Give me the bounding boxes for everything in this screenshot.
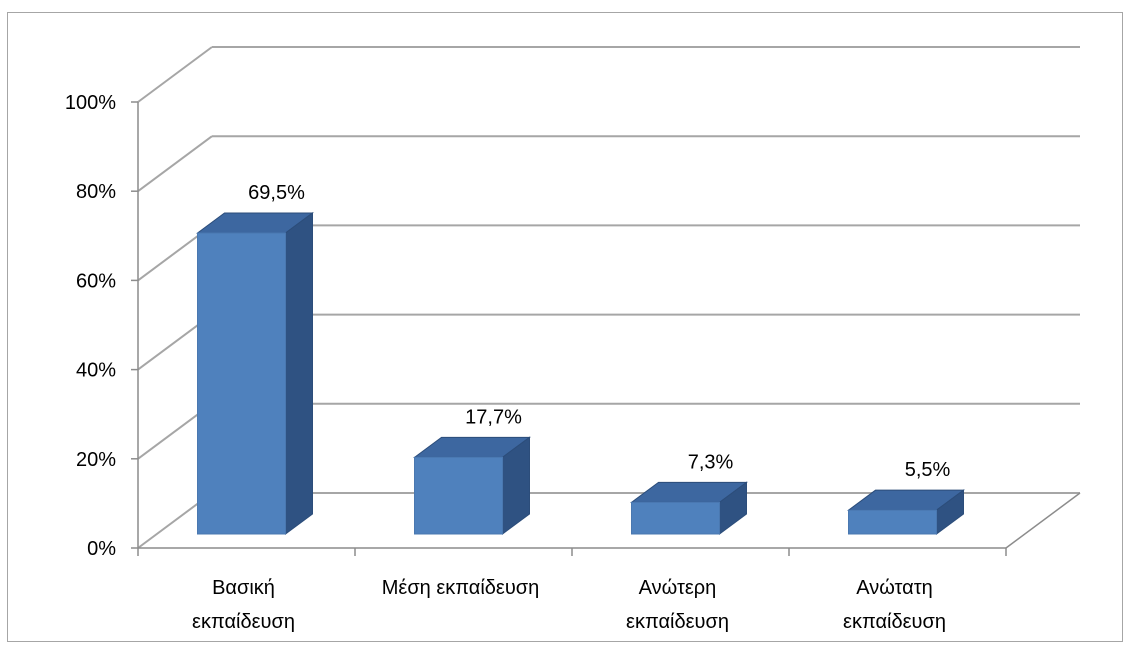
x-tick-label: Βασική — [212, 577, 275, 599]
y-tick-label: 80% — [76, 181, 116, 203]
chart-frame — [7, 12, 1123, 642]
x-tick-label: Ανώτατη — [856, 577, 933, 599]
bar — [414, 456, 503, 535]
y-tick-label: 20% — [76, 449, 116, 471]
data-label: 69,5% — [248, 182, 305, 204]
data-label: 17,7% — [465, 406, 522, 428]
y-tick-label: 0% — [87, 538, 116, 560]
gridline-side — [137, 135, 213, 193]
bar — [848, 509, 937, 535]
bar-side-face — [285, 212, 313, 535]
x-tick-label: εκπαίδευση — [192, 611, 295, 633]
bar — [631, 501, 720, 535]
y-tick-label: 60% — [76, 270, 116, 292]
y-tick-label: 40% — [76, 360, 116, 382]
x-tick-label: εκπαίδευση — [843, 611, 946, 633]
floor-right-edge — [1005, 492, 1081, 549]
x-tick-label: εκπαίδευση — [626, 611, 729, 633]
x-tick-label: Μέση εκπαίδευση — [382, 577, 540, 599]
data-label: 5,5% — [905, 459, 951, 481]
y-tick-label: 100% — [65, 92, 116, 114]
gridline-side — [137, 46, 213, 103]
bar — [197, 232, 286, 535]
x-tick-label: Ανώτερη — [639, 577, 717, 599]
data-label: 7,3% — [688, 451, 734, 473]
